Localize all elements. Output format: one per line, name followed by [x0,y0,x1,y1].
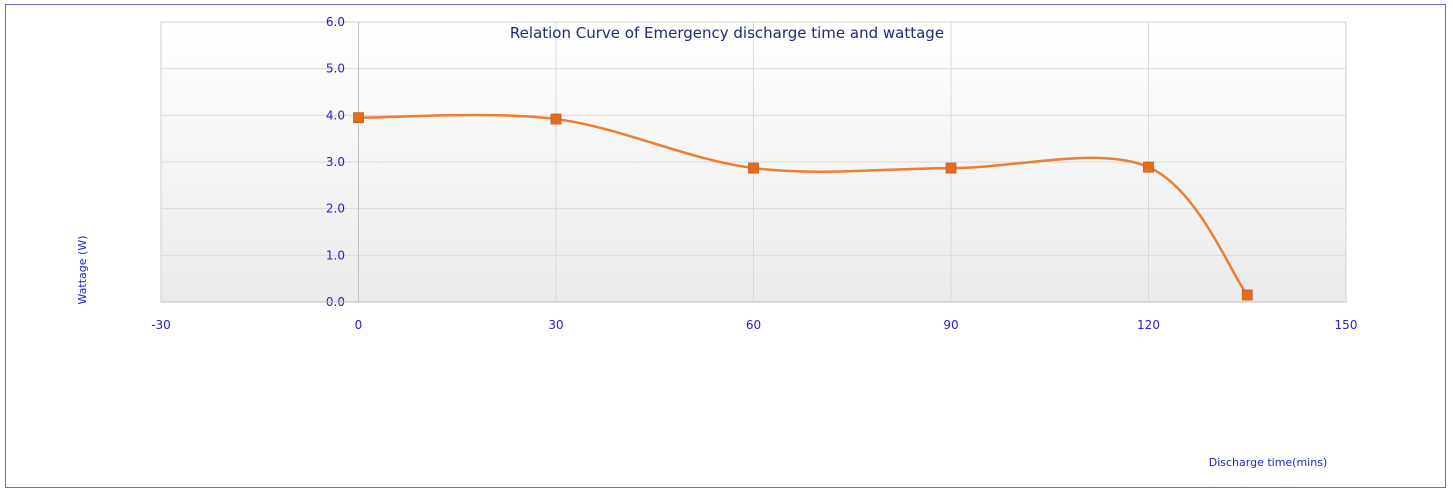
x-tick-label: 0 [355,318,363,332]
x-tick-label: -30 [151,318,171,332]
y-axis-label: Wattage (W) [76,236,89,305]
y-tick-label: 5.0 [326,62,345,76]
x-tick-label: 120 [1137,318,1160,332]
x-axis-label: Discharge time(mins) [1209,456,1328,469]
y-tick-label: 1.0 [326,248,345,262]
x-tick-label: 60 [746,318,761,332]
data-point-marker [749,163,759,173]
data-point-marker [1242,290,1252,300]
y-tick-label: 6.0 [326,15,345,29]
data-point-marker [1144,162,1154,172]
chart-title: Relation Curve of Emergency discharge ti… [510,24,944,42]
data-point-marker [354,113,364,123]
x-tick-label: 30 [548,318,563,332]
data-point-marker [946,163,956,173]
y-tick-label: 2.0 [326,202,345,216]
x-tick-label: 90 [943,318,958,332]
data-point-marker [551,114,561,124]
y-tick-label: 4.0 [326,108,345,122]
x-tick-label: 150 [1335,318,1358,332]
y-tick-label: 3.0 [326,155,345,169]
